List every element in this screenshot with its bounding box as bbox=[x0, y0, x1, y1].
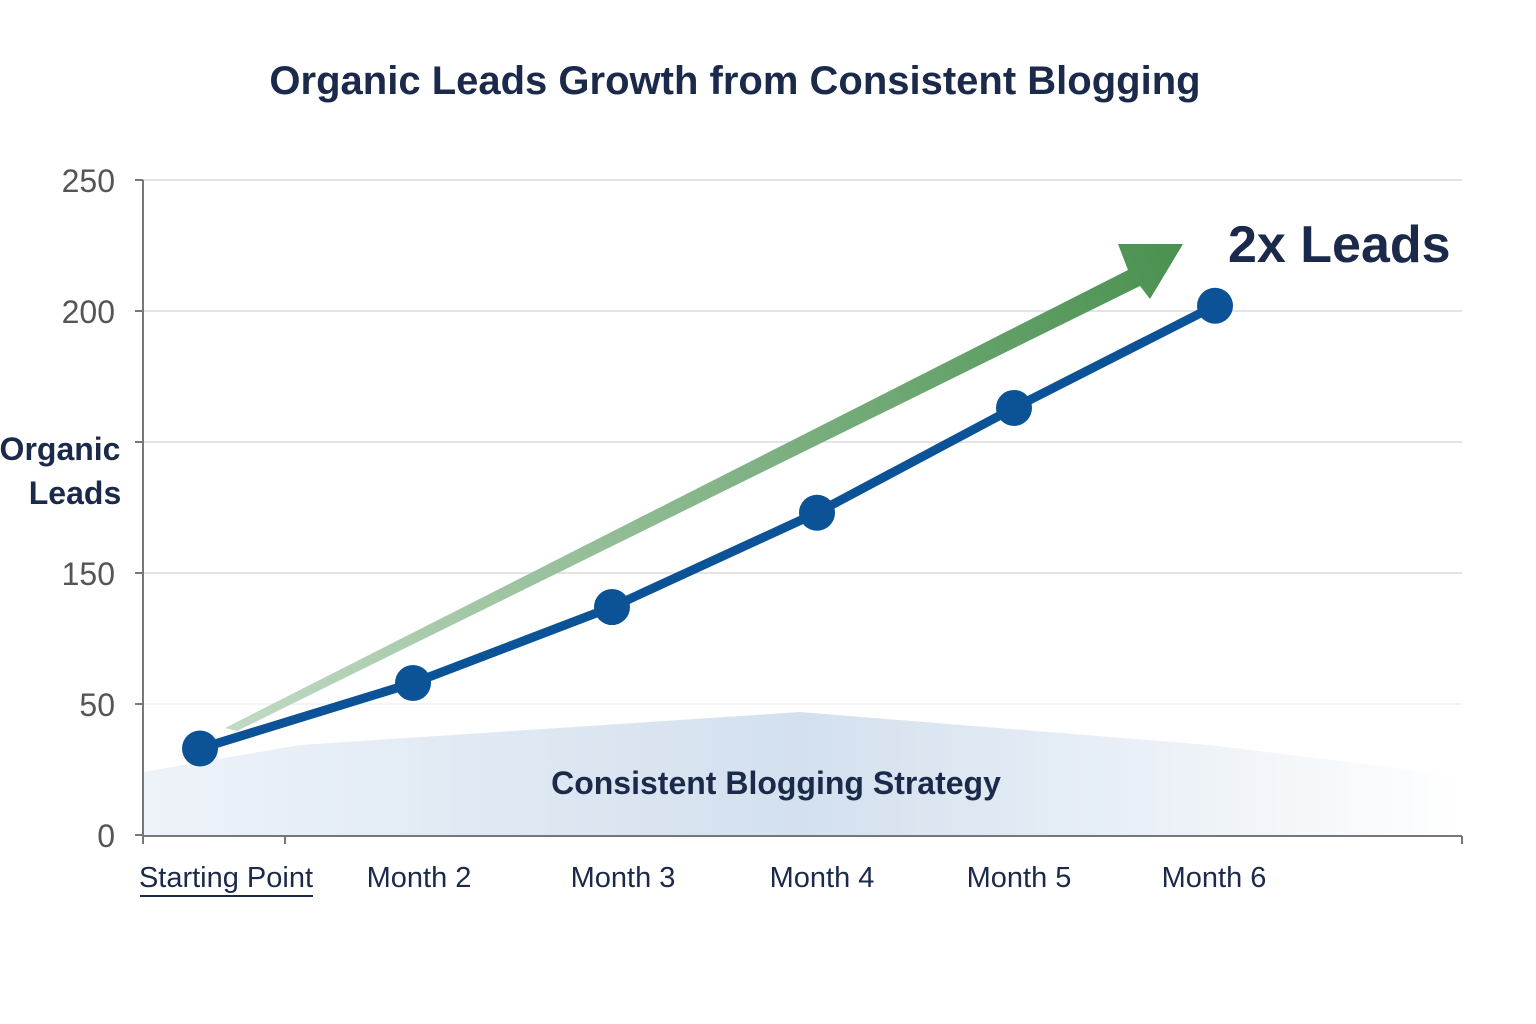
x-tick-label: Month 4 bbox=[770, 862, 875, 894]
data-point bbox=[594, 589, 630, 626]
data-point bbox=[395, 665, 431, 702]
data-point bbox=[1197, 287, 1233, 324]
x-tick-label: Month 2 bbox=[367, 862, 472, 894]
x-tick-label: Month 3 bbox=[571, 862, 676, 894]
y-tick-label: 0 bbox=[97, 818, 115, 854]
data-point bbox=[182, 730, 218, 767]
y-tick-label: 150 bbox=[62, 556, 115, 592]
y-tick-label: 50 bbox=[79, 687, 115, 723]
growth-annotation: 2x Leads bbox=[1228, 216, 1451, 274]
data-point bbox=[799, 494, 835, 531]
band-label: Consistent Blogging Strategy bbox=[551, 765, 1001, 801]
series-line bbox=[198, 301, 1218, 753]
x-tick-label: Month 6 bbox=[1162, 862, 1267, 894]
y-tick-label: 200 bbox=[62, 294, 115, 330]
data-point bbox=[996, 389, 1032, 426]
chart-title: Organic Leads Growth from Consistent Blo… bbox=[269, 59, 1200, 103]
strategy-band bbox=[143, 712, 1462, 835]
growth-arrow bbox=[225, 244, 1183, 731]
x-tick-label: Month 5 bbox=[967, 862, 1072, 894]
strategy-band-top-fade bbox=[143, 702, 1462, 776]
x-tick-label: Starting Point bbox=[139, 862, 313, 894]
y-axis-label: Organic Leads bbox=[0, 431, 121, 511]
y-tick-label: 250 bbox=[62, 163, 115, 199]
